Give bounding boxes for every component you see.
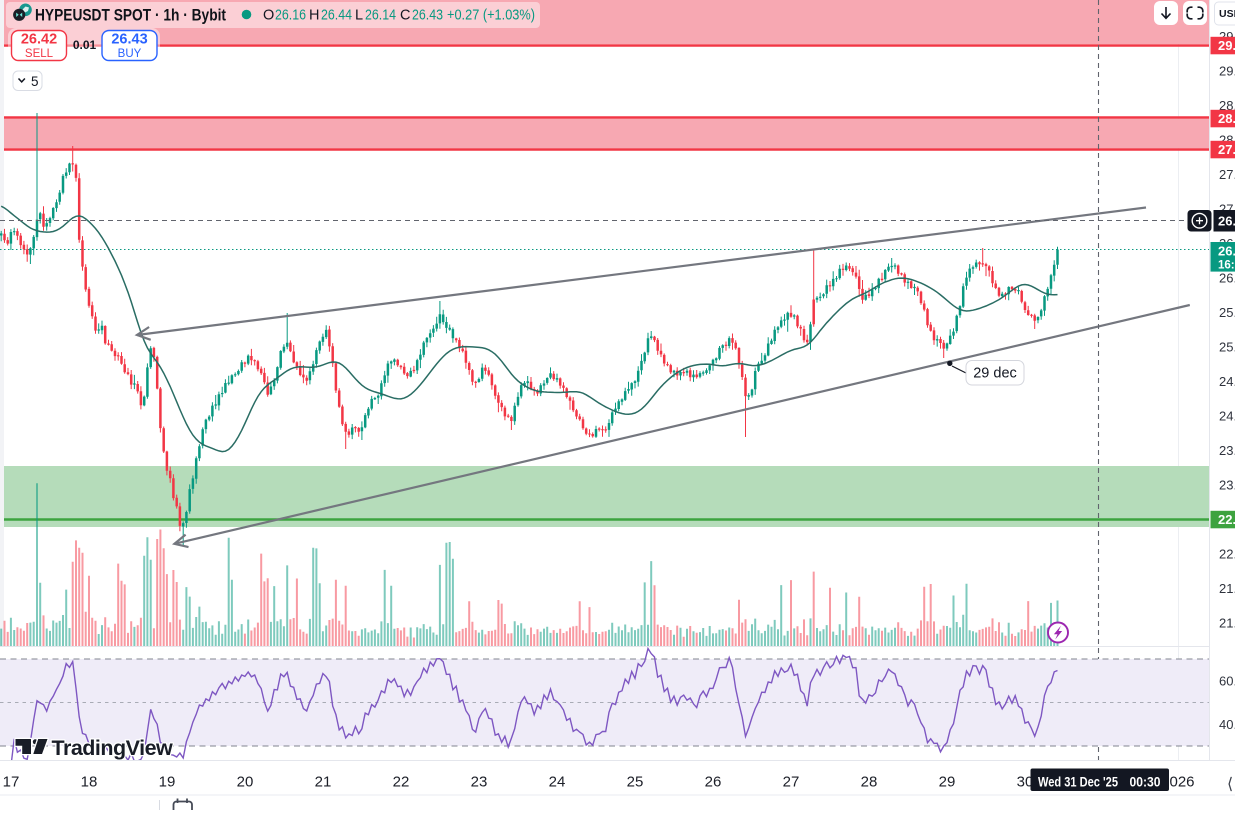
svg-text:C: C [400, 8, 410, 24]
svg-text:29: 29 [939, 774, 956, 791]
svg-text:26.42: 26.42 [21, 32, 57, 48]
svg-text:24.00: 24.00 [1219, 409, 1235, 424]
svg-text:22: 22 [393, 774, 410, 791]
svg-text:21.50: 21.50 [1219, 581, 1235, 596]
svg-text:27.85: 27.85 [1218, 142, 1235, 157]
svg-text:17: 17 [3, 774, 20, 791]
svg-text:+0.27 (+1.03%): +0.27 (+1.03%) [447, 8, 535, 24]
svg-text:23.00: 23.00 [1219, 478, 1235, 493]
svg-text:28.31: 28.31 [1218, 111, 1235, 126]
svg-text:18: 18 [81, 774, 98, 791]
svg-text:USD: USD [1219, 8, 1235, 20]
svg-text:O: O [263, 8, 274, 24]
svg-text:SELL: SELL [25, 48, 54, 60]
svg-text:25.50: 25.50 [1219, 305, 1235, 320]
svg-text:26.00: 26.00 [1219, 271, 1235, 286]
svg-text:20: 20 [237, 774, 254, 791]
svg-text:29 dec: 29 dec [973, 366, 1017, 382]
svg-text:26: 26 [705, 774, 722, 791]
svg-text:26.84: 26.84 [1218, 214, 1235, 229]
svg-text:0.01: 0.01 [73, 38, 97, 52]
svg-text:16:54: 16:54 [1218, 260, 1235, 272]
svg-text:TradingView: TradingView [52, 736, 174, 760]
svg-text:19: 19 [159, 774, 176, 791]
svg-text:HYPEUSDT SPOT · 1h · Bybit: HYPEUSDT SPOT · 1h · Bybit [35, 7, 226, 25]
svg-text:Wed 31 Dec '25: Wed 31 Dec '25 [1038, 775, 1118, 790]
svg-text:026: 026 [1170, 774, 1195, 791]
svg-text:23: 23 [471, 774, 488, 791]
svg-text:23.50: 23.50 [1219, 443, 1235, 458]
svg-text:24.50: 24.50 [1219, 374, 1235, 389]
svg-text:25.00: 25.00 [1219, 340, 1235, 355]
svg-text:BUY: BUY [118, 48, 142, 60]
svg-text:26.43: 26.43 [412, 8, 443, 24]
svg-text:26.43: 26.43 [1218, 244, 1235, 259]
svg-text:L: L [355, 8, 363, 24]
svg-text:22.00: 22.00 [1219, 547, 1235, 562]
svg-text:21.00: 21.00 [1219, 616, 1235, 631]
svg-text:27: 27 [783, 774, 800, 791]
svg-text:26.14: 26.14 [365, 8, 396, 24]
svg-text:21: 21 [315, 774, 332, 791]
svg-text:26.43: 26.43 [111, 32, 147, 48]
svg-text:28: 28 [861, 774, 878, 791]
svg-text:25: 25 [627, 774, 644, 791]
svg-text:22.49: 22.49 [1218, 512, 1235, 527]
svg-text:60.00: 60.00 [1219, 674, 1235, 689]
svg-text:26.44: 26.44 [321, 8, 352, 24]
svg-text:24: 24 [549, 774, 566, 791]
svg-text:26.16: 26.16 [275, 8, 306, 24]
svg-text:40.00: 40.00 [1219, 717, 1235, 732]
svg-text:00:30: 00:30 [1130, 775, 1161, 790]
svg-text:29.38: 29.38 [1218, 38, 1235, 53]
svg-text:H: H [309, 8, 319, 24]
svg-text:⟨: ⟨ [1227, 776, 1233, 793]
svg-text:29.00: 29.00 [1219, 64, 1235, 79]
svg-text:27.50: 27.50 [1219, 167, 1235, 182]
svg-text:5: 5 [31, 74, 39, 89]
